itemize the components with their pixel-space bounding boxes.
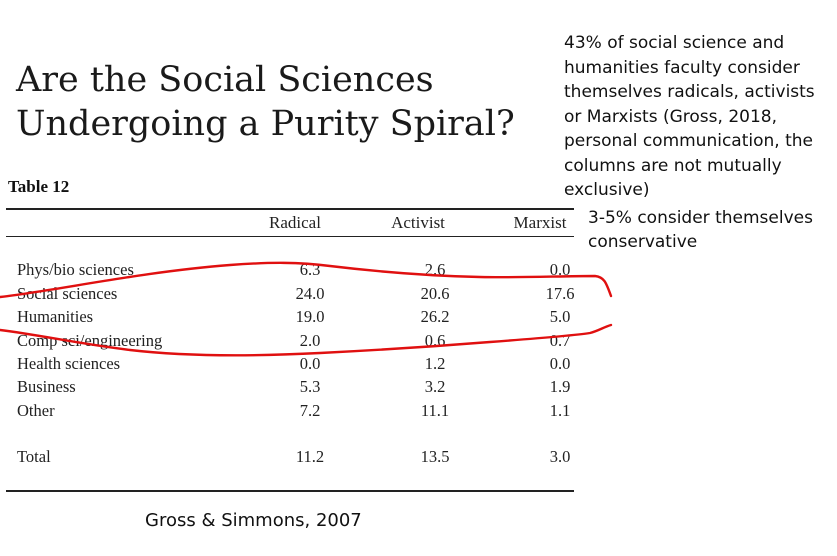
table-header-rule	[6, 236, 574, 237]
cell-health-activist: 1.2	[424, 354, 446, 373]
cell-total-marxist: 3.0	[549, 447, 571, 466]
cell-business-marxist: 1.9	[549, 377, 571, 396]
row-label-health: Health sciences	[17, 354, 121, 373]
cell-social-radical: 24.0	[295, 284, 325, 303]
cell-social-activist: 20.6	[420, 284, 450, 303]
annotation-lower-stroke	[0, 323, 613, 357]
cell-business-activist: 3.2	[424, 377, 446, 396]
row-label-phys-bio: Phys/bio sciences	[17, 260, 134, 279]
cell-total-activist: 13.5	[420, 447, 450, 466]
title-line-2: Undergoing a Purity Spiral?	[16, 104, 515, 144]
cell-other-radical: 7.2	[299, 401, 321, 420]
annotation-upper-stroke	[0, 261, 613, 299]
conservative-note: 3-5% consider themselves conservative	[588, 208, 813, 252]
cell-total-radical: 11.2	[295, 447, 325, 466]
cell-humanities-radical: 19.0	[295, 307, 325, 326]
slide-title: Are the Social Sciences Undergoing a Pur…	[16, 58, 515, 146]
row-label-humanities: Humanities	[17, 307, 94, 326]
table-label: Table 12	[8, 177, 70, 196]
column-header-marxist: Marxist	[513, 213, 567, 232]
row-label-social-sciences: Social sciences	[17, 284, 118, 303]
cell-humanities-marxist: 5.0	[549, 307, 571, 326]
title-line-1: Are the Social Sciences	[16, 60, 434, 100]
cell-business-radical: 5.3	[299, 377, 321, 396]
cell-phys-bio-marxist: 0.0	[549, 260, 571, 279]
column-header-activist: Activist	[391, 213, 445, 232]
cell-other-marxist: 1.1	[549, 401, 571, 420]
column-header-radical: Radical	[269, 213, 321, 232]
table-top-rule	[6, 208, 574, 210]
cell-social-marxist: 17.6	[545, 284, 575, 303]
table-bottom-rule	[6, 490, 574, 492]
cell-health-marxist: 0.0	[549, 354, 571, 373]
faculty-note: 43% of social science and humanities fac…	[564, 33, 815, 200]
cell-health-radical: 0.0	[299, 354, 321, 373]
cell-other-activist: 11.1	[420, 401, 450, 420]
cell-humanities-activist: 26.2	[420, 307, 450, 326]
row-label-other: Other	[17, 401, 55, 420]
row-label-business: Business	[17, 377, 76, 396]
row-label-comp-sci: Comp sci/engineering	[17, 331, 163, 350]
cell-comp-sci-radical: 2.0	[299, 331, 321, 350]
source-caption: Gross & Simmons, 2007	[145, 510, 362, 531]
row-label-total: Total	[17, 447, 51, 466]
